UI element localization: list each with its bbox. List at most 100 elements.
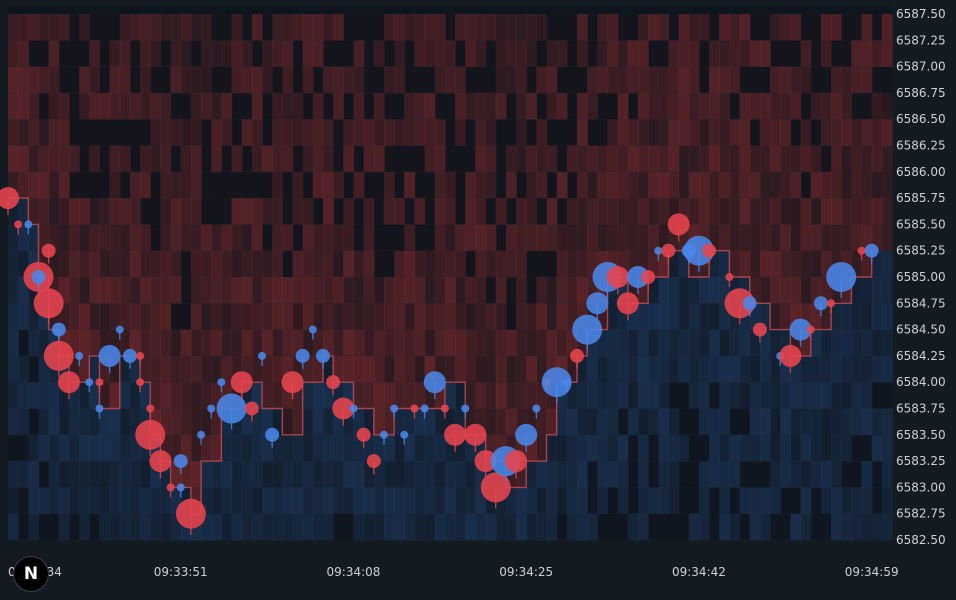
trade-bubble-sell xyxy=(480,472,511,503)
trade-bubble-buy xyxy=(197,430,206,439)
trade-bubble-sell xyxy=(356,427,371,442)
trade-bubble-sell xyxy=(752,322,767,337)
trade-bubble-buy xyxy=(51,322,66,337)
trade-bubble-buy xyxy=(207,404,216,413)
trade-bubble-buy xyxy=(122,348,137,363)
y-tick-label: 6585.00 xyxy=(896,270,946,284)
trade-bubble-sell xyxy=(135,419,166,450)
trade-bubble-buy xyxy=(562,378,571,387)
trade-bubble-buy xyxy=(654,246,663,255)
trade-bubble-buy xyxy=(515,423,538,446)
trade-bubble-buy xyxy=(864,243,879,258)
trade-bubble-sell xyxy=(570,348,585,363)
trade-bubble-sell xyxy=(33,288,64,319)
trade-bubble-buy xyxy=(742,296,757,311)
trade-bubble-sell xyxy=(410,404,419,413)
x-tick-label: 09:34:59 xyxy=(845,565,899,579)
y-tick-label: 6584.75 xyxy=(896,296,946,310)
trade-bubble-buy xyxy=(265,427,280,442)
trade-bubble-buy xyxy=(532,404,541,413)
y-tick-label: 6584.25 xyxy=(896,349,946,363)
y-tick-label: 6583.75 xyxy=(896,402,946,416)
y-tick-label: 6584.50 xyxy=(896,323,946,337)
y-tick-label: 6582.50 xyxy=(896,533,946,547)
trade-bubble-buy xyxy=(176,483,185,492)
y-tick-label: 6586.25 xyxy=(896,139,946,153)
y-tick-label: 6587.00 xyxy=(896,60,946,74)
x-tick-label: 09:34:08 xyxy=(327,565,381,579)
trade-bubble-buy xyxy=(31,270,46,284)
trade-bubble-sell xyxy=(43,340,74,371)
trade-bubble-buy xyxy=(826,262,857,292)
trade-bubble-sell xyxy=(505,450,528,473)
trade-bubble-buy xyxy=(216,393,247,424)
trade-bubble-buy xyxy=(308,325,317,334)
y-tick-label: 6584.00 xyxy=(896,375,946,389)
y-tick-label: 6587.50 xyxy=(896,7,946,21)
x-axis: 09:33:3409:33:5109:34:0809:34:2509:34:42… xyxy=(8,565,899,579)
trade-bubble-sell xyxy=(166,483,175,492)
trade-bubble-sell xyxy=(136,351,145,360)
trade-bubble-sell xyxy=(725,273,734,281)
trade-bubble-buy xyxy=(315,348,330,363)
trade-bubble-sell xyxy=(724,288,755,319)
trade-bubble-sell xyxy=(440,404,449,413)
trade-bubble-buy xyxy=(95,404,104,413)
trade-bubble-buy xyxy=(541,367,572,398)
grid-lines xyxy=(8,13,892,541)
trade-bubble-sell xyxy=(244,401,259,416)
trade-bubble-sell xyxy=(464,423,487,446)
y-tick-label: 6583.00 xyxy=(896,480,946,494)
y-tick-label: 6582.75 xyxy=(896,507,946,521)
y-tick-label: 6586.00 xyxy=(896,165,946,179)
trade-bubble-sell xyxy=(41,243,56,258)
trade-bubble-buy xyxy=(813,296,828,311)
x-tick-label: 09:34:42 xyxy=(672,565,726,579)
trade-bubble-sell xyxy=(175,498,206,529)
trade-bubble-buy xyxy=(423,371,446,394)
trade-bubble-sell xyxy=(474,450,497,473)
trade-bubble-sell xyxy=(230,371,253,394)
trade-bubble-buy xyxy=(461,404,470,413)
trade-bubble-buy xyxy=(626,266,649,288)
trade-bubble-sell xyxy=(281,371,304,394)
trade-bubbles xyxy=(0,187,879,535)
x-tick-label: 09:33:51 xyxy=(154,565,208,579)
y-tick-label: 6585.50 xyxy=(896,217,946,231)
trade-bubble-buy xyxy=(683,235,714,266)
trade-bubble-sell xyxy=(0,187,19,210)
trade-bubble-buy xyxy=(349,404,358,413)
y-tick-label: 6583.50 xyxy=(896,428,946,442)
y-tick-label: 6587.25 xyxy=(896,33,946,47)
trade-bubble-buy xyxy=(258,351,267,360)
trade-bubble-buy xyxy=(789,318,812,341)
trade-bubble-buy xyxy=(24,220,33,229)
trade-bubble-buy xyxy=(586,292,609,315)
trade-bubble-sell xyxy=(332,397,355,420)
trade-bubble-sell xyxy=(779,344,802,367)
y-tick-label: 6585.75 xyxy=(896,191,946,205)
trade-bubble-sell xyxy=(641,270,656,284)
trade-bubble-sell xyxy=(57,371,80,394)
y-tick-label: 6586.50 xyxy=(896,112,946,126)
trade-bubble-sell xyxy=(857,246,866,255)
y-tick-label: 6585.25 xyxy=(896,244,946,258)
trade-bubble-sell xyxy=(827,299,836,308)
trade-bubble-sell xyxy=(702,243,717,258)
trade-bubble-buy xyxy=(295,348,310,363)
trade-bubble-sell xyxy=(366,454,381,469)
trade-bubble-buy xyxy=(572,314,603,345)
trade-bubble-sell xyxy=(661,243,676,258)
y-axis: 6587.50 6587.25 6587.00 6586.75 6586.50 6586.… xyxy=(896,7,946,547)
x-tick-label: 09:34:25 xyxy=(499,565,553,579)
trade-bubble-buy xyxy=(420,404,429,413)
trade-bubble-buy xyxy=(85,378,94,387)
trade-bubble-sell xyxy=(616,292,639,315)
trade-bubble-sell xyxy=(14,220,23,229)
trade-bubble-buy xyxy=(173,454,188,469)
trade-bubble-buy xyxy=(217,378,226,387)
logo-badge: N xyxy=(13,556,49,592)
y-tick-label: 6583.25 xyxy=(896,454,946,468)
